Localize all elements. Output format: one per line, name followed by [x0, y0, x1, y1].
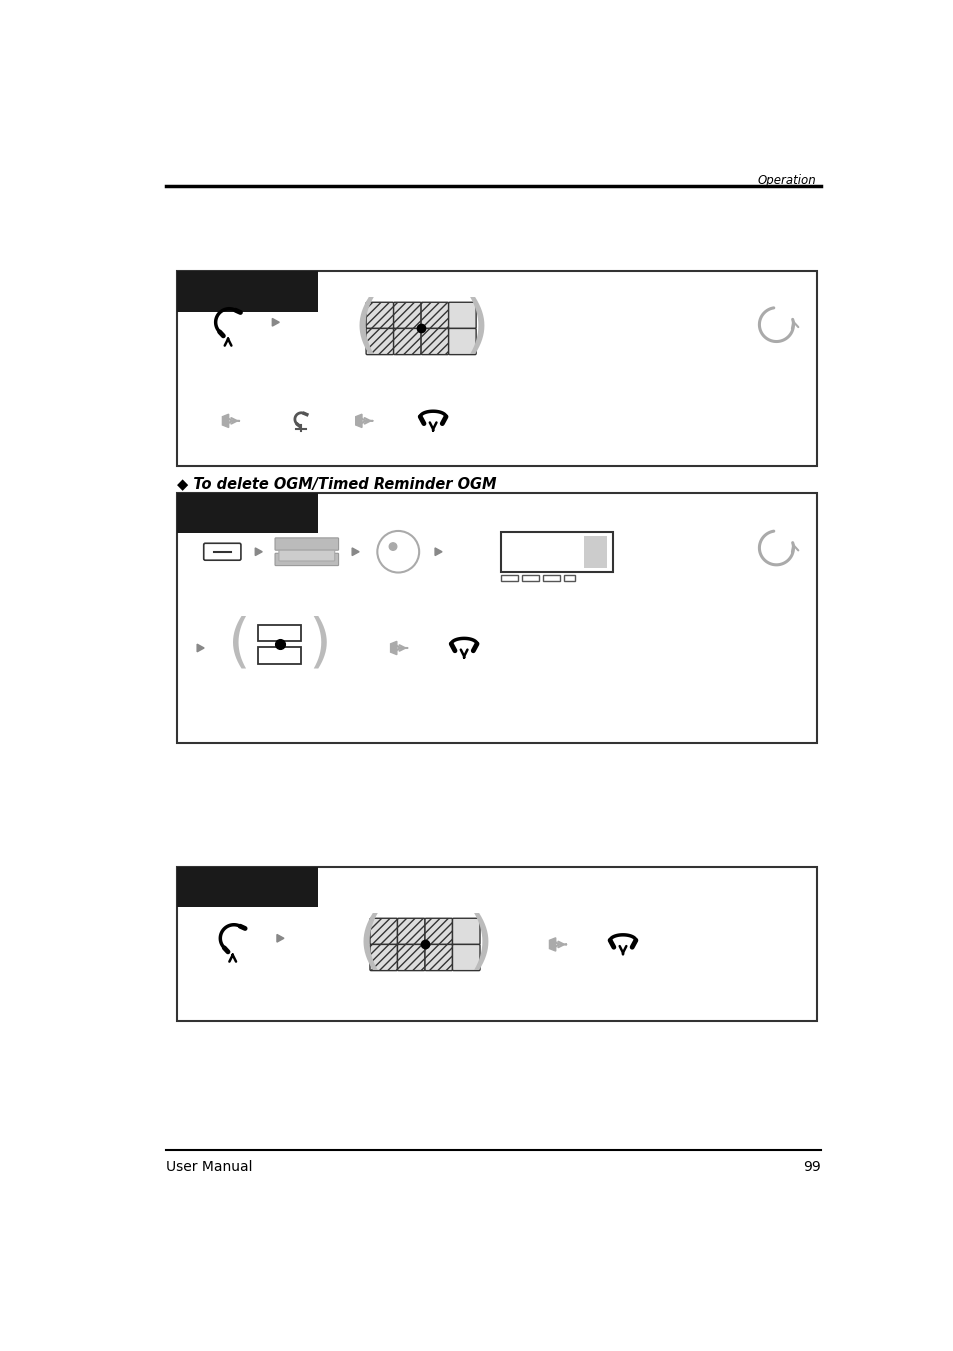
FancyBboxPatch shape	[397, 944, 424, 970]
Text: (: (	[228, 616, 251, 673]
Polygon shape	[390, 642, 396, 655]
Bar	[177, 867, 318, 907]
FancyBboxPatch shape	[397, 919, 424, 944]
Text: 99: 99	[802, 1161, 820, 1174]
Text: Operation: Operation	[758, 174, 816, 188]
Text: (: (	[353, 297, 377, 359]
Bar	[521, 574, 538, 581]
FancyBboxPatch shape	[420, 303, 448, 328]
Polygon shape	[355, 415, 361, 427]
Polygon shape	[549, 938, 556, 951]
Polygon shape	[255, 549, 262, 555]
Bar	[177, 493, 816, 743]
Text: ): )	[308, 616, 331, 673]
Polygon shape	[197, 644, 204, 651]
FancyBboxPatch shape	[394, 328, 420, 354]
FancyBboxPatch shape	[452, 919, 479, 944]
FancyBboxPatch shape	[452, 944, 479, 970]
FancyBboxPatch shape	[420, 328, 448, 354]
FancyBboxPatch shape	[448, 303, 476, 328]
Bar	[177, 493, 318, 534]
Bar	[500, 574, 517, 581]
Bar	[542, 574, 559, 581]
FancyBboxPatch shape	[370, 919, 397, 944]
Text: ): )	[468, 913, 493, 975]
Bar	[258, 647, 301, 663]
Text: ): )	[464, 297, 489, 359]
FancyBboxPatch shape	[394, 303, 420, 328]
Bar	[177, 867, 816, 1020]
Polygon shape	[222, 415, 229, 427]
Text: (: (	[356, 913, 381, 975]
FancyBboxPatch shape	[366, 303, 394, 328]
FancyBboxPatch shape	[448, 328, 476, 354]
Bar	[563, 574, 574, 581]
Bar	[258, 624, 301, 642]
Polygon shape	[352, 549, 358, 555]
Polygon shape	[435, 549, 441, 555]
FancyBboxPatch shape	[274, 538, 338, 550]
Bar	[500, 532, 613, 571]
Bar	[583, 535, 606, 567]
FancyBboxPatch shape	[370, 944, 397, 970]
Polygon shape	[272, 319, 279, 326]
Polygon shape	[276, 935, 284, 942]
FancyBboxPatch shape	[274, 554, 338, 566]
FancyBboxPatch shape	[366, 328, 394, 354]
Bar	[177, 272, 318, 312]
Text: ◆ To delete OGM/Timed Reminder OGM: ◆ To delete OGM/Timed Reminder OGM	[177, 477, 497, 492]
Circle shape	[389, 543, 396, 550]
FancyBboxPatch shape	[204, 543, 241, 561]
FancyBboxPatch shape	[278, 550, 335, 561]
FancyBboxPatch shape	[424, 919, 452, 944]
Bar	[177, 272, 816, 466]
Text: User Manual: User Manual	[166, 1161, 252, 1174]
Circle shape	[377, 531, 418, 573]
FancyBboxPatch shape	[424, 944, 452, 970]
